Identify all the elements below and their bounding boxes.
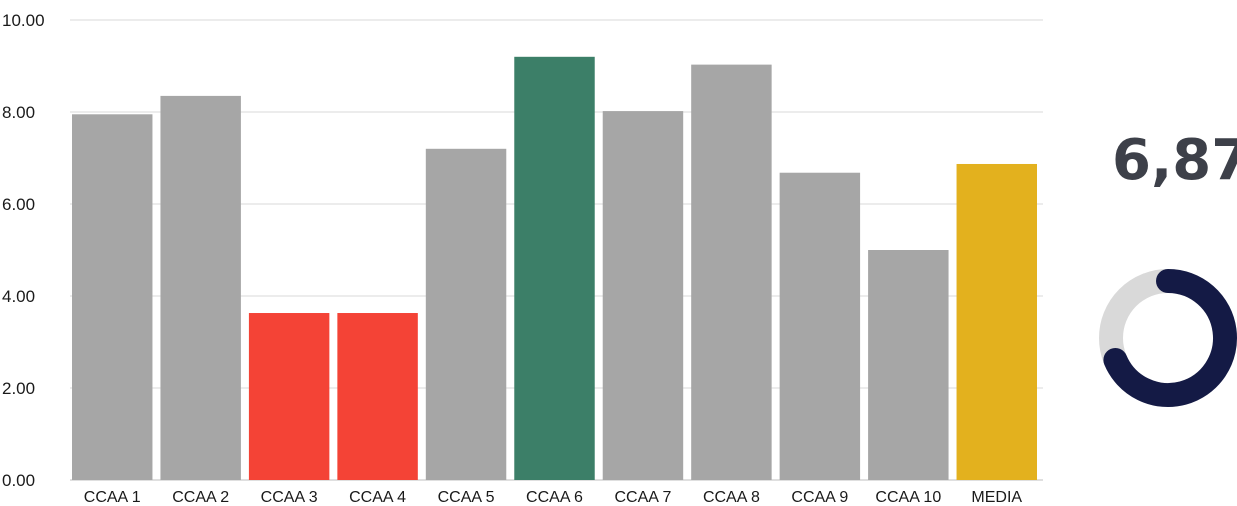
bar-ccaa-6: [514, 57, 594, 480]
x-category-label: CCAA 4: [349, 489, 406, 506]
y-tick-label: 8.00: [2, 103, 35, 122]
average-value: 6,87: [1112, 128, 1237, 193]
bar-ccaa-8: [691, 65, 771, 480]
bar-ccaa-7: [603, 111, 683, 480]
y-tick-label: 2.00: [2, 379, 35, 398]
x-axis-categories: CCAA 1 CCAA 2 CCAA 3 CCAA 4 CCAA 5 CCAA 6 CCAA…: [84, 489, 1023, 506]
y-axis-ticks: 0.00 2.00 4.00 6.00 8.00 10.00: [2, 11, 45, 490]
x-category-label: CCAA 7: [614, 489, 671, 506]
y-tick-label: 6.00: [2, 195, 35, 214]
x-category-label: CCAA 6: [526, 489, 583, 506]
bar-ccaa-4: [337, 313, 417, 480]
y-tick-label: 10.00: [2, 11, 45, 30]
bar-ccaa-9: [780, 173, 860, 480]
x-category-label: CCAA 9: [791, 489, 848, 506]
bar-ccaa-10: [868, 250, 948, 480]
bar-ccaa-5: [426, 149, 506, 480]
x-category-label: CCAA 5: [438, 489, 495, 506]
x-category-label: CCAA 8: [703, 489, 760, 506]
x-category-label: CCAA 3: [261, 489, 318, 506]
bar-ccaa-1: [72, 114, 152, 480]
bar-ccaa-2: [160, 96, 240, 480]
y-tick-label: 0.00: [2, 471, 35, 490]
x-category-label: MEDIA: [971, 489, 1022, 506]
bar-ccaa-3: [249, 313, 329, 480]
x-category-label: CCAA 2: [172, 489, 229, 506]
average-gauge: [1098, 266, 1237, 410]
bar-media: [957, 164, 1037, 480]
bars: [72, 57, 1037, 480]
x-category-label: CCAA 10: [875, 489, 941, 506]
y-tick-label: 4.00: [2, 287, 35, 306]
x-category-label: CCAA 1: [84, 489, 141, 506]
